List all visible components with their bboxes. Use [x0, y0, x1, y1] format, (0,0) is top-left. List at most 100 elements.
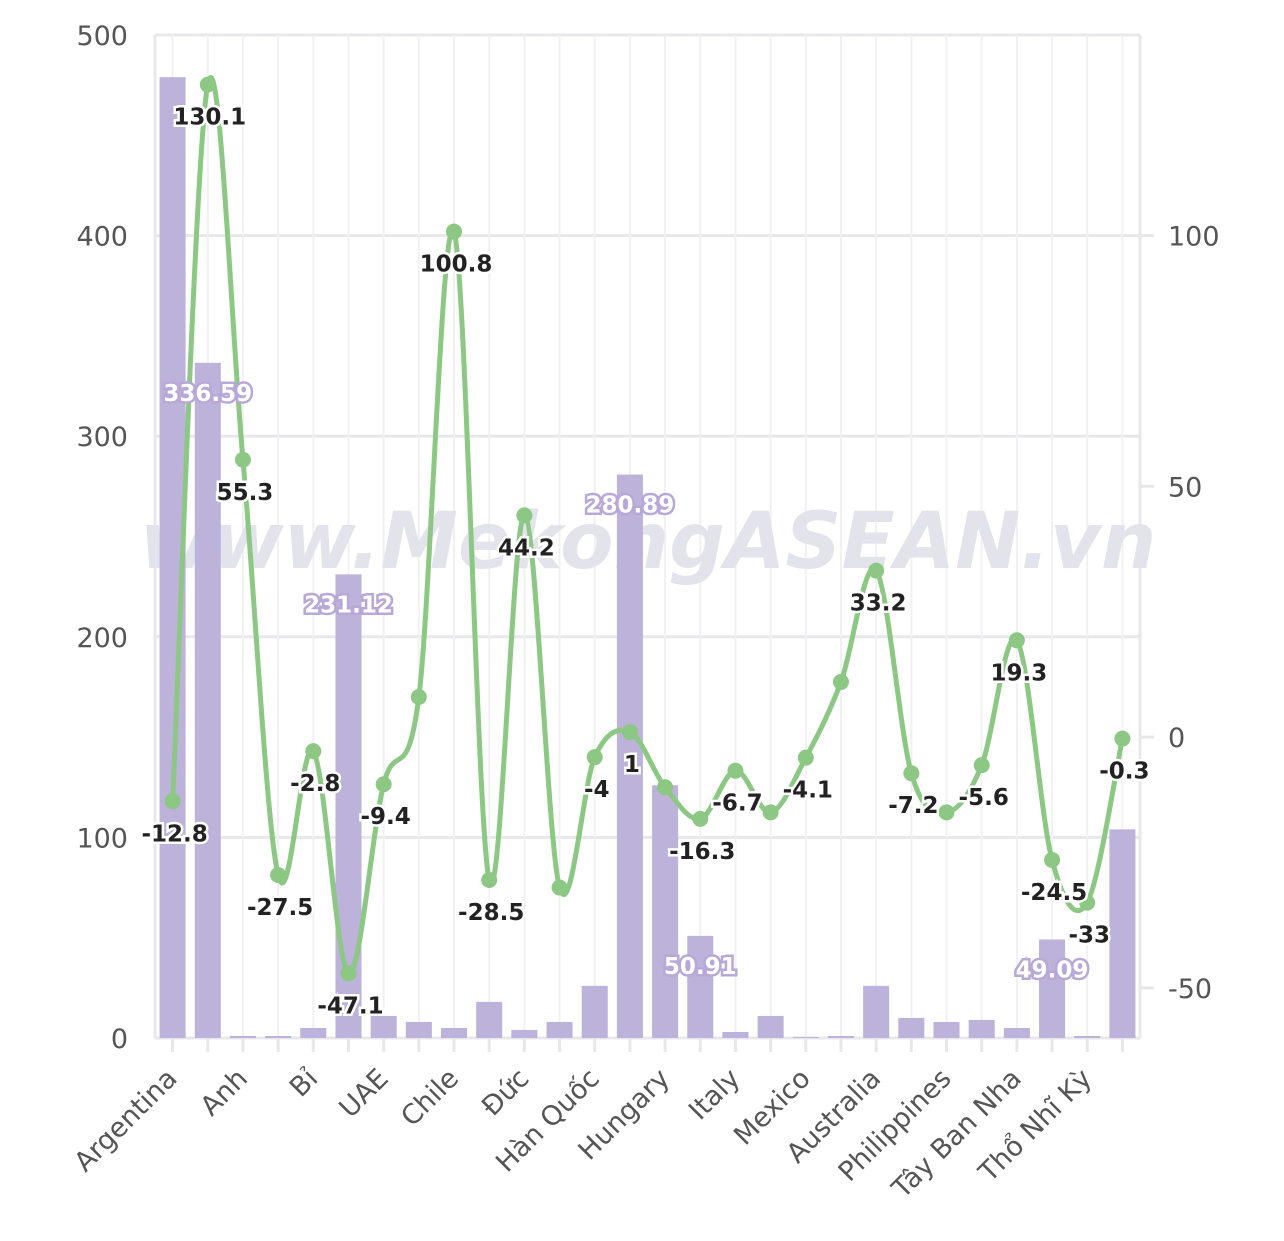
bar: [546, 1021, 573, 1038]
line-point: [692, 810, 709, 827]
line-point: [832, 673, 849, 690]
line-value-label: -33: [1068, 923, 1110, 949]
bar: [194, 362, 221, 1039]
left-axis: 0 100 200 300 400 500: [76, 21, 128, 1055]
line-point: [1114, 730, 1131, 747]
bar: [581, 985, 608, 1038]
line-value-label: -27.5: [247, 895, 313, 921]
y-left-tick-label: 400: [76, 222, 128, 253]
line-point: [516, 507, 533, 524]
line-series: [164, 75, 1131, 982]
bar-value-label: 231.12: [304, 592, 393, 618]
line-point: [446, 223, 463, 240]
line-value-label: -7.2: [888, 793, 938, 819]
bar: [441, 1027, 468, 1038]
line-point: [621, 724, 638, 741]
line-value-label: 100.8: [420, 252, 493, 278]
right-axis: -50 0 50 100: [1140, 222, 1220, 1005]
y-left-tick-label: 300: [76, 422, 128, 453]
y-right-tick-label: 100: [1168, 222, 1220, 253]
line-point: [1008, 632, 1025, 649]
bar: [968, 1019, 995, 1038]
x-category-label: Anh: [195, 1063, 254, 1122]
bar-value-label: 50.91: [664, 954, 737, 980]
bar: [229, 1035, 256, 1038]
line-point: [551, 879, 568, 896]
bar-data-labels: 336.59 231.12 280.89 50.91 49.09: [161, 378, 1091, 986]
x-category-label: Argentina: [68, 1063, 183, 1178]
line-point: [340, 965, 357, 982]
line-value-label: 44.2: [498, 535, 555, 561]
bar: [898, 1017, 925, 1038]
line-value-label: 1: [624, 752, 640, 778]
bar: [722, 1031, 749, 1038]
line-value-label: 19.3: [991, 660, 1048, 686]
line-point: [938, 804, 955, 821]
line-point: [586, 749, 603, 766]
bar: [476, 1001, 503, 1038]
line-point: [305, 743, 322, 760]
bar: [863, 985, 890, 1038]
line-value-label: -9.4: [361, 804, 411, 830]
line-point: [234, 451, 251, 468]
bar: [1003, 1027, 1030, 1038]
bar: [792, 1036, 819, 1038]
bar: [1039, 939, 1066, 1038]
line-point: [903, 765, 920, 782]
line-point: [1079, 894, 1096, 911]
bar-value-label: 280.89: [586, 493, 675, 519]
bar: [827, 1035, 854, 1038]
y-left-tick-label: 500: [76, 21, 128, 52]
bar: [687, 935, 714, 1038]
line-value-label: -6.7: [712, 791, 762, 817]
watermark: www.MekongASEAN.vn: [140, 497, 1157, 587]
x-category-label: Chile: [395, 1063, 465, 1133]
line-value-label: -0.3: [1099, 759, 1149, 785]
y-left-tick-label: 200: [76, 623, 128, 654]
line-point: [973, 757, 990, 774]
line-point: [270, 867, 287, 884]
bar: [300, 1027, 327, 1038]
bar: [265, 1035, 292, 1038]
y-left-tick-label: 100: [76, 823, 128, 854]
line-point: [481, 872, 498, 889]
line-point: [375, 776, 392, 793]
line-value-label: -4: [584, 777, 610, 803]
bar: [1074, 1035, 1101, 1038]
x-category-label: Bỉ: [284, 1063, 324, 1103]
line-value-label: -16.3: [669, 839, 735, 865]
line-value-label: 130.1: [173, 105, 246, 131]
bar: [370, 1015, 397, 1038]
bar: [405, 1021, 432, 1038]
bar-series: [159, 77, 1136, 1039]
line-data-labels: -12.8 130.1 55.3 -27.5 -2.8 -47.1 -9.4 100.8 -28…: [139, 102, 1152, 1022]
line-point: [727, 762, 744, 779]
x-category-label: UAE: [334, 1063, 395, 1124]
bar-value-label: 336.59: [163, 381, 252, 407]
bar: [511, 1029, 538, 1038]
line-value-label: -47.1: [317, 993, 383, 1019]
bar: [616, 474, 643, 1038]
line-point: [410, 688, 427, 705]
bar: [933, 1021, 960, 1038]
line-point: [868, 562, 885, 579]
line-value-label: -28.5: [458, 900, 524, 926]
line-value-label: 33.2: [850, 591, 907, 617]
y-right-tick-label: -50: [1168, 974, 1212, 1005]
y-right-tick-label: 0: [1168, 723, 1185, 754]
bar: [757, 1015, 784, 1038]
line-point: [1044, 851, 1061, 868]
line-value-label: 55.3: [217, 480, 274, 506]
bar: [1109, 829, 1136, 1038]
y-right-tick-label: 50: [1168, 472, 1202, 503]
line-value-label: -12.8: [141, 821, 207, 847]
line-value-label: -24.5: [1021, 880, 1087, 906]
line-point: [657, 779, 674, 796]
line-point: [164, 793, 181, 810]
x-category-label: Italy: [683, 1063, 746, 1126]
x-category-label: Đức: [476, 1063, 535, 1122]
line-value-label: -4.1: [783, 778, 833, 804]
line-value-label: -5.6: [959, 785, 1009, 811]
y-left-tick-label: 0: [111, 1024, 128, 1055]
